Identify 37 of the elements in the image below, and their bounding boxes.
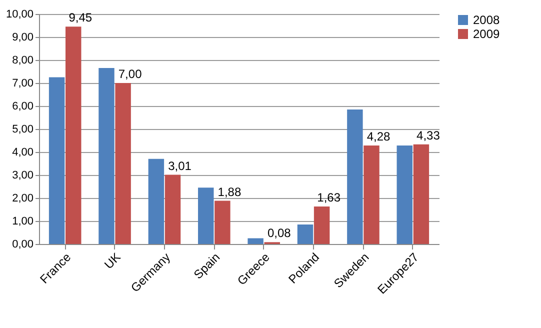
- legend-label: 2009: [473, 27, 500, 41]
- legend-label: 2008: [473, 13, 500, 27]
- data-label: 4,33: [416, 128, 440, 142]
- bar: [314, 206, 330, 244]
- data-label: 7,00: [118, 67, 142, 81]
- y-tick-label: 3,00: [12, 170, 34, 182]
- data-label: 9,45: [68, 10, 92, 25]
- y-tick-label: 10,00: [6, 8, 34, 20]
- y-tick-label: 0,00: [12, 238, 34, 250]
- data-label: 1,88: [218, 184, 242, 199]
- y-tick-label: 6,00: [12, 100, 34, 112]
- bar: [396, 146, 412, 244]
- data-label: 4,28: [366, 130, 391, 144]
- y-tick-label: 8,00: [12, 54, 34, 66]
- bar: [115, 83, 131, 244]
- bar: [66, 26, 82, 244]
- bar: [198, 188, 214, 244]
- y-tick-label: 9,00: [12, 32, 34, 44]
- bar: [248, 238, 264, 244]
- y-tick-label: 1,00: [12, 216, 34, 228]
- y-tick-label: 4,00: [12, 146, 34, 158]
- data-label: 0,08: [267, 226, 292, 240]
- bar: [413, 144, 430, 244]
- x-tick-label: UK: [102, 250, 124, 272]
- bar: [214, 200, 230, 244]
- y-tick-label: 7,00: [12, 78, 34, 90]
- y-tick-label: 5,00: [12, 124, 34, 136]
- data-label: 3,01: [168, 158, 192, 173]
- y-tick-label: 2,00: [12, 192, 34, 204]
- bar: [48, 77, 65, 244]
- bar: [98, 68, 114, 244]
- bar: [297, 224, 314, 244]
- bar: [164, 174, 181, 244]
- data-label: 1,63: [317, 190, 341, 205]
- bar: [148, 158, 164, 244]
- bar: [364, 146, 380, 244]
- bar: [347, 109, 363, 244]
